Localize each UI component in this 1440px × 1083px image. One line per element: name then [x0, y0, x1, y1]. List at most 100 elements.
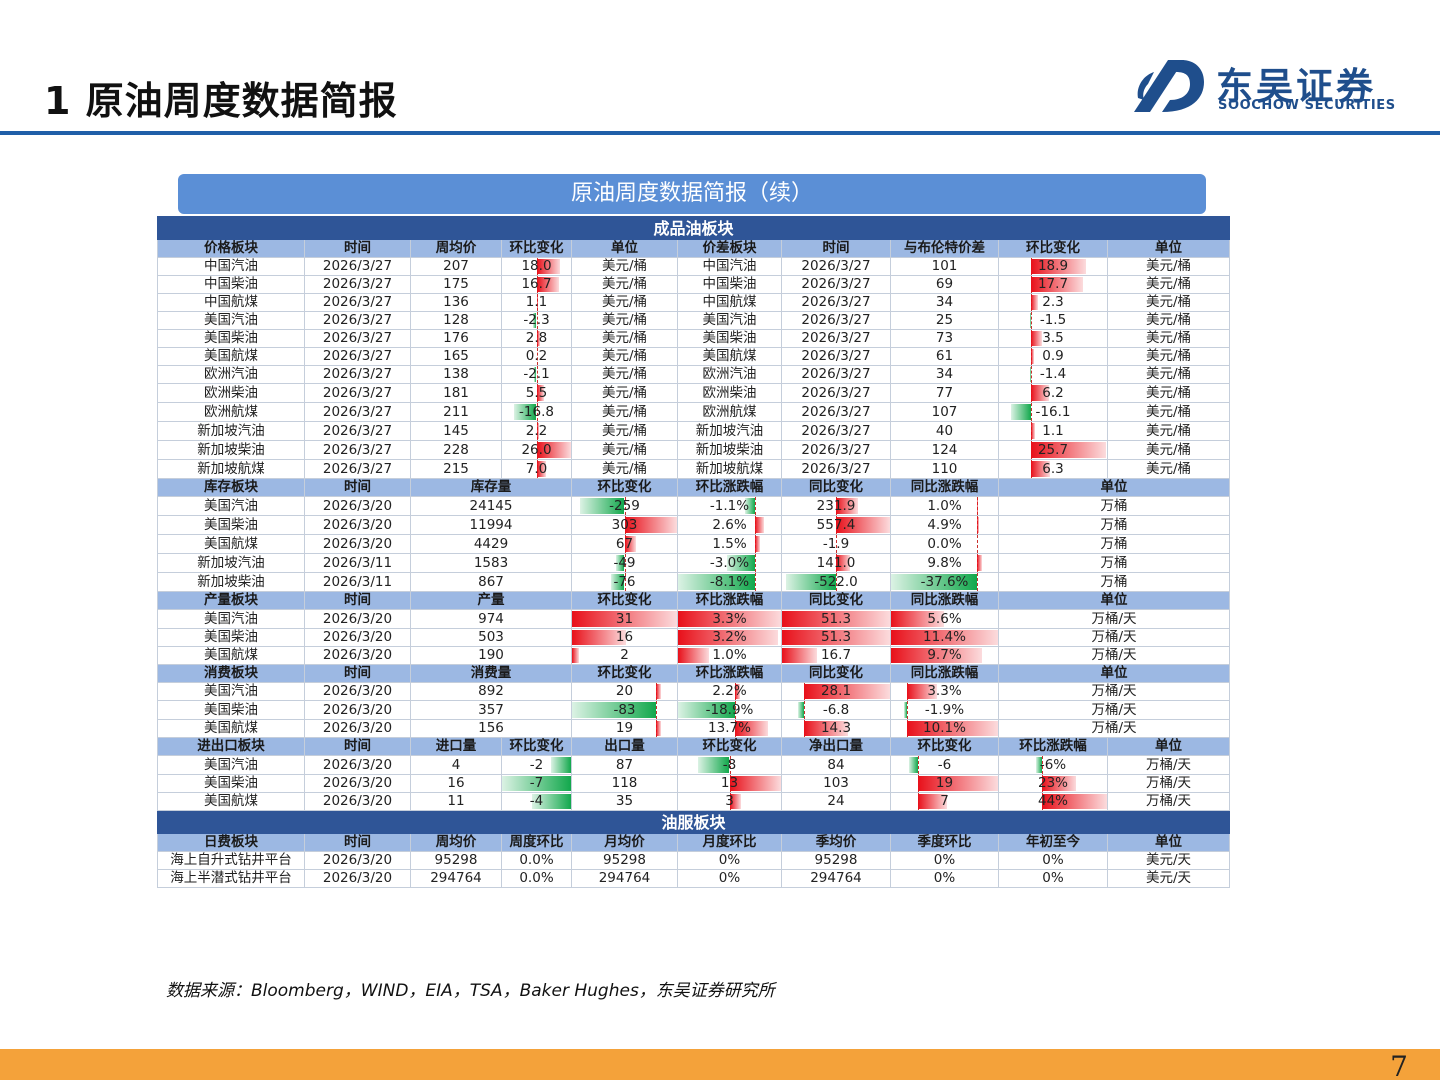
- cell-value: 单位: [1155, 834, 1182, 850]
- weekly-data-table: 成品油板块价格板块时间周均价环比变化单位价差板块时间与布伦特价差环比变化单位中国…: [157, 216, 1230, 888]
- column-header: 年初至今: [999, 834, 1108, 852]
- table-cell: 34: [891, 366, 999, 384]
- cell-value: 103: [823, 775, 849, 791]
- cell-value: 2.6%: [712, 517, 746, 533]
- table-cell: 4429: [411, 535, 572, 554]
- cell-value: 974: [478, 611, 504, 627]
- header-row: 库存板块时间库存量环比变化环比涨跌幅同比变化同比涨跌幅单位: [158, 479, 1230, 497]
- table-cell: -37.6%: [891, 573, 999, 592]
- cell-value: 2026/3/20: [323, 517, 392, 533]
- cell-value: 欧洲航煤: [204, 404, 258, 420]
- cell-value: 20: [616, 683, 633, 699]
- increase-bar: [656, 684, 661, 699]
- table-cell: 2026/3/27: [305, 330, 411, 348]
- cell-value: 2.8: [526, 330, 547, 346]
- cell-value: -16.8: [519, 404, 554, 420]
- cell-value: 231.9: [817, 498, 856, 514]
- cell-value: 26.0: [521, 442, 551, 458]
- cell-value: 美元/桶: [602, 258, 647, 274]
- table-cell: 190: [411, 647, 572, 665]
- cell-value: 5.6%: [927, 611, 961, 627]
- table-cell: 16.7: [502, 276, 572, 294]
- increase-bar: [572, 648, 579, 663]
- column-header: 环比变化: [572, 479, 678, 497]
- cell-value: 同比涨跌幅: [911, 592, 979, 608]
- cell-value: 产量板块: [204, 592, 258, 608]
- cell-value: 128: [443, 312, 469, 328]
- cell-value: 13: [721, 775, 738, 791]
- table-cell: 103: [782, 775, 891, 793]
- bar-axis: [907, 701, 908, 719]
- table-cell: 美元/桶: [1108, 312, 1230, 330]
- increase-bar: [1031, 423, 1034, 439]
- column-header: 时间: [305, 738, 411, 756]
- table-cell: 中国航煤: [158, 294, 305, 312]
- cell-value: 2026/3/27: [323, 385, 392, 401]
- table-cell: 19: [891, 775, 999, 793]
- cell-value: -2.3: [523, 312, 549, 328]
- cell-value: 万桶/天: [1092, 720, 1137, 736]
- cell-value: 503: [478, 629, 504, 645]
- table-cell: 176: [411, 330, 502, 348]
- cell-value: 季度环比: [918, 834, 972, 850]
- table-cell: 新加坡柴油: [158, 573, 305, 592]
- table-cell: -83: [572, 701, 678, 720]
- cell-value: 95298: [603, 852, 646, 868]
- cell-value: 0.9: [1042, 348, 1063, 364]
- cell-value: 美元/天: [1146, 852, 1191, 868]
- table-cell: 0.2: [502, 348, 572, 366]
- cell-value: 7: [940, 793, 949, 809]
- cell-value: 2026/3/11: [323, 574, 392, 590]
- column-header: 时间: [305, 665, 411, 683]
- cell-value: 新加坡航煤: [197, 461, 265, 477]
- table-cell: 2026/3/20: [305, 775, 411, 793]
- cell-value: 2026/3/20: [323, 720, 392, 736]
- table-cell: 美元/桶: [1108, 276, 1230, 294]
- table-cell: 2026/3/27: [305, 366, 411, 384]
- table-cell: 557.4: [782, 516, 891, 535]
- table-cell: 0.9: [999, 348, 1108, 366]
- cell-value: 出口量: [604, 738, 645, 754]
- table-cell: 67: [572, 535, 678, 554]
- cell-value: 2026/3/27: [323, 348, 392, 364]
- column-header: 环比变化: [572, 592, 678, 610]
- cell-value: 海上半潜式钻井平台: [170, 870, 292, 886]
- decrease-bar: [551, 757, 571, 773]
- table-cell: 9.8%: [891, 554, 999, 573]
- column-header: 环比涨跌幅: [999, 738, 1108, 756]
- cell-value: 18.9: [1038, 258, 1068, 274]
- table-cell: 美国柴油: [158, 701, 305, 720]
- cell-value: 190: [478, 647, 504, 663]
- table-cell: 110: [891, 460, 999, 479]
- bar-axis: [1031, 366, 1032, 383]
- table-cell: 0%: [678, 870, 782, 888]
- cell-value: 中国汽油: [204, 258, 258, 274]
- table-cell: 2026/3/11: [305, 554, 411, 573]
- cell-value: 美国航煤: [703, 348, 757, 364]
- table-cell: 美元/桶: [572, 330, 678, 348]
- table-cell: 7: [891, 793, 999, 811]
- cell-value: -7: [530, 775, 543, 791]
- table-cell: 2026/3/27: [782, 441, 891, 460]
- table-cell: 11994: [411, 516, 572, 535]
- cell-value: 557.4: [817, 517, 856, 533]
- column-header: 环比变化: [678, 738, 782, 756]
- table-cell: 美元/桶: [572, 460, 678, 479]
- table-cell: 211: [411, 403, 502, 422]
- cell-value: 145: [443, 423, 469, 439]
- company-logo: 东吴证券 SOOCHOW SECURITIES: [1132, 56, 1412, 116]
- cell-value: 1.1: [526, 294, 547, 310]
- header-divider: [0, 131, 1440, 135]
- cell-value: 2026/3/27: [801, 423, 870, 439]
- cell-value: 海上自升式钻井平台: [170, 852, 292, 868]
- table-cell: -1.4: [999, 366, 1108, 384]
- table-cell: 4.9%: [891, 516, 999, 535]
- table-cell: 2026/3/20: [305, 756, 411, 775]
